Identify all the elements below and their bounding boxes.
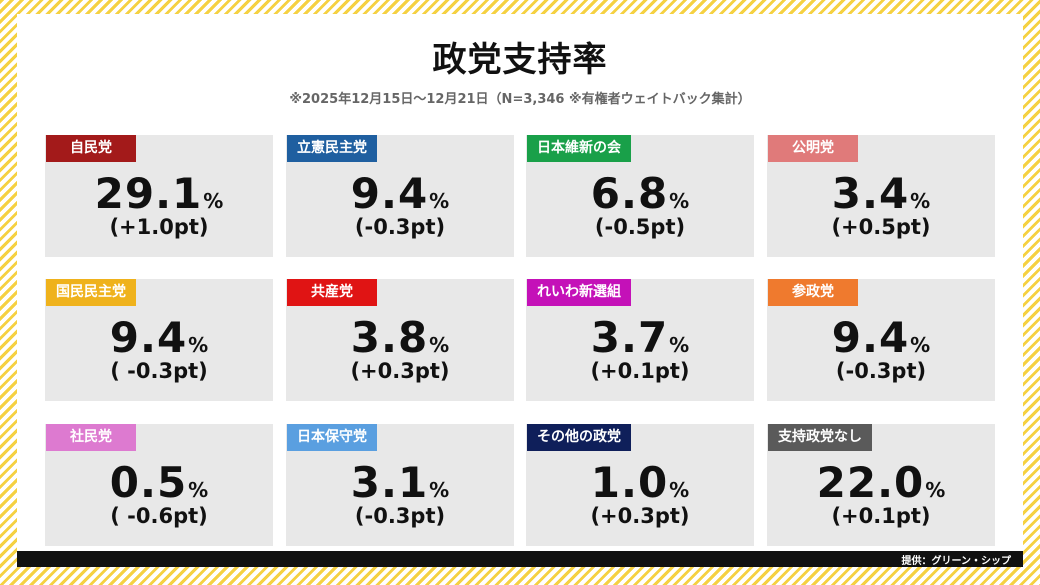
support-change: (-0.3pt) [354, 215, 446, 239]
support-rate: 3.4% [767, 169, 995, 218]
party-card: 支持政党なし 22.0% (+0.1pt) [767, 424, 995, 546]
percent-sign: % [429, 189, 450, 213]
support-rate: 1.0% [526, 458, 754, 507]
party-card: 日本維新の会 6.8% (-0.5pt) [526, 135, 754, 257]
party-name-label: 共産党 [287, 279, 377, 306]
support-rate: 9.4% [45, 313, 273, 362]
party-card: 共産党 3.8% (+0.3pt) [286, 279, 514, 401]
party-name-label: 国民民主党 [46, 279, 136, 306]
percent-sign: % [203, 189, 224, 213]
credit-text: 提供：グリーン・シップ [901, 556, 1012, 567]
party-name-label: 立憲民主党 [287, 135, 377, 162]
support-change: (-0.3pt) [835, 359, 927, 383]
support-rate: 22.0% [767, 458, 995, 507]
support-rate: 3.1% [286, 458, 514, 507]
party-name-label: その他の政党 [527, 424, 631, 451]
support-change: (+0.5pt) [831, 215, 931, 239]
support-rate: 29.1% [45, 169, 273, 218]
support-change: (+1.0pt) [109, 215, 209, 239]
support-rate-number: 3.1 [350, 458, 429, 507]
percent-sign: % [429, 333, 450, 357]
party-card: 立憲民主党 9.4% (-0.3pt) [286, 135, 514, 257]
survey-note: ※2025年12月15日～12月21日（N=3,346 ※有権者ウェイトバック集… [289, 92, 751, 107]
support-rate-number: 6.8 [590, 169, 669, 218]
support-rate-number: 3.8 [350, 313, 429, 362]
support-rate-number: 0.5 [109, 458, 188, 507]
party-card: 社民党 0.5%( -0.6pt) [45, 424, 273, 546]
support-change: (-0.5pt) [594, 215, 686, 239]
party-name-label: 公明党 [768, 135, 858, 162]
support-change: (+0.3pt) [350, 359, 450, 383]
support-rate-number: 9.4 [350, 169, 429, 218]
party-name-label: 自民党 [46, 135, 136, 162]
percent-sign: % [429, 478, 450, 502]
support-rate-number: 9.4 [831, 313, 910, 362]
support-change: ( -0.3pt) [110, 359, 208, 383]
percent-sign: % [925, 478, 946, 502]
party-card: 自民党 29.1% (+1.0pt) [45, 135, 273, 257]
percent-sign: % [188, 333, 209, 357]
support-change: (+0.1pt) [831, 504, 931, 528]
percent-sign: % [188, 478, 209, 502]
support-change: ( -0.6pt) [110, 504, 208, 528]
party-card: 国民民主党 9.4%( -0.3pt) [45, 279, 273, 401]
party-card: 日本保守党 3.1% (-0.3pt) [286, 424, 514, 546]
percent-sign: % [910, 333, 931, 357]
support-change: (+0.1pt) [590, 359, 690, 383]
page-title: 政党支持率 [432, 40, 608, 80]
party-name-label: 支持政党なし [768, 424, 872, 451]
support-rate: 3.8% [286, 313, 514, 362]
party-name-label: れいわ新選組 [527, 279, 631, 306]
percent-sign: % [669, 333, 690, 357]
percent-sign: % [910, 189, 931, 213]
support-rate: 6.8% [526, 169, 754, 218]
party-name-label: 日本維新の会 [527, 135, 631, 162]
party-card: れいわ新選組 3.7% (+0.1pt) [526, 279, 754, 401]
party-name-label: 社民党 [46, 424, 136, 451]
support-rate: 0.5% [45, 458, 273, 507]
footer-bar: 提供：グリーン・シップ [17, 551, 1023, 567]
main-panel: 政党支持率 ※2025年12月15日～12月21日（N=3,346 ※有権者ウェ… [17, 14, 1023, 567]
support-rate: 9.4% [767, 313, 995, 362]
party-card: 参政党 9.4% (-0.3pt) [767, 279, 995, 401]
party-name-label: 参政党 [768, 279, 858, 306]
support-rate-number: 29.1 [94, 169, 203, 218]
support-rate: 9.4% [286, 169, 514, 218]
support-rate-number: 9.4 [109, 313, 188, 362]
party-card: 公明党 3.4% (+0.5pt) [767, 135, 995, 257]
support-rate-number: 3.4 [831, 169, 910, 218]
percent-sign: % [669, 189, 690, 213]
party-card: その他の政党 1.0% (+0.3pt) [526, 424, 754, 546]
party-name-label: 日本保守党 [287, 424, 377, 451]
support-rate: 3.7% [526, 313, 754, 362]
support-change: (+0.3pt) [590, 504, 690, 528]
support-rate-number: 22.0 [816, 458, 925, 507]
percent-sign: % [669, 478, 690, 502]
support-change: (-0.3pt) [354, 504, 446, 528]
support-rate-number: 3.7 [590, 313, 669, 362]
support-rate-number: 1.0 [590, 458, 669, 507]
